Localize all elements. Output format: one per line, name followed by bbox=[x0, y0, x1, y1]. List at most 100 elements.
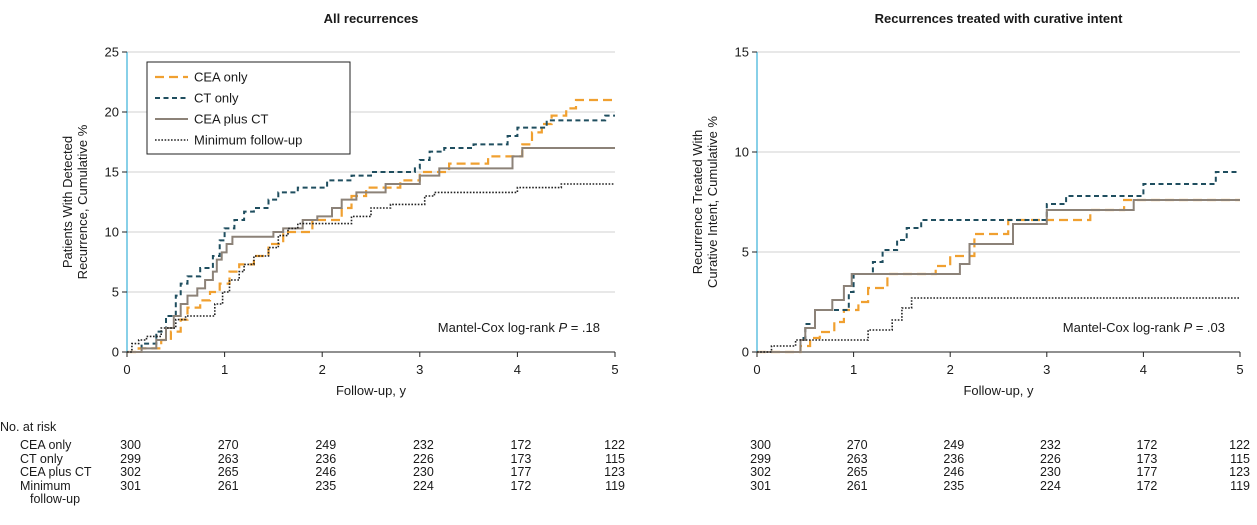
at-risk-value: 302 bbox=[750, 465, 771, 479]
at-risk-value: 226 bbox=[412, 451, 434, 466]
at-risk-value: 172 bbox=[510, 438, 532, 452]
chart-title: Recurrences treated with curative intent bbox=[875, 11, 1123, 26]
y-tick-label: 15 bbox=[105, 165, 119, 180]
at-risk-value: 246 bbox=[943, 465, 965, 479]
series-line-cea-only bbox=[757, 198, 1240, 354]
at-risk-value: 177 bbox=[510, 465, 532, 479]
legend-label: CT only bbox=[194, 91, 239, 106]
x-tick-label: 4 bbox=[514, 362, 521, 377]
legend-label: CEA plus CT bbox=[194, 112, 268, 127]
chart-panel-2: Recurrences treated with curative intent… bbox=[690, 11, 1244, 398]
at-risk-value: 235 bbox=[315, 478, 337, 493]
at-risk-value: 172 bbox=[510, 478, 532, 493]
at-risk-value: 119 bbox=[1230, 478, 1250, 493]
at-risk-value: 299 bbox=[750, 451, 771, 466]
y-axis-label: Patients With Detected bbox=[60, 136, 75, 268]
p-value-annotation: Mantel-Cox log-rank P = .18 bbox=[438, 320, 600, 335]
at-risk-value: 232 bbox=[412, 438, 434, 452]
series-line-minimum-follow-up bbox=[127, 183, 615, 353]
chart-title: All recurrences bbox=[324, 11, 419, 26]
at-risk-value: 301 bbox=[120, 478, 141, 493]
series-line-cea-only bbox=[127, 98, 615, 354]
x-tick-label: 4 bbox=[1140, 362, 1147, 377]
at-risk-value: 172 bbox=[1136, 438, 1158, 452]
y-axis-label: Recurrence Treated With bbox=[690, 130, 705, 275]
at-risk-value: 115 bbox=[605, 451, 625, 466]
at-risk-title: No. at risk bbox=[0, 420, 57, 434]
at-risk-value: 270 bbox=[846, 438, 868, 452]
at-risk-value: 265 bbox=[846, 465, 868, 479]
series-line-cea-plus-ct bbox=[757, 199, 1240, 353]
y-tick-label: 5 bbox=[742, 245, 749, 260]
at-risk-value: 261 bbox=[846, 478, 868, 493]
at-risk-value: 122 bbox=[1229, 438, 1250, 452]
at-risk-value: 263 bbox=[217, 451, 239, 466]
at-risk-value: 302 bbox=[120, 465, 141, 479]
x-tick-label: 1 bbox=[221, 362, 228, 377]
series-line-ct-only bbox=[757, 171, 1240, 353]
at-risk-value: 301 bbox=[750, 478, 771, 493]
x-tick-label: 5 bbox=[1236, 362, 1243, 377]
at-risk-value: 173 bbox=[510, 451, 532, 466]
y-tick-label: 20 bbox=[105, 105, 119, 120]
at-risk-value: 177 bbox=[1136, 465, 1158, 479]
y-tick-label: 0 bbox=[112, 345, 119, 360]
y-tick-label: 10 bbox=[735, 145, 749, 160]
chart-panel-1: All recurrences 0 5 10 15 20 25 0 1 2 3 4 5 Follow-up… bbox=[60, 11, 619, 398]
x-tick-label: 1 bbox=[850, 362, 857, 377]
x-tick-label: 2 bbox=[319, 362, 326, 377]
x-tick-label: 3 bbox=[416, 362, 423, 377]
at-risk-value: 249 bbox=[315, 438, 337, 452]
legend-box bbox=[146, 61, 351, 155]
x-tick-label: 0 bbox=[123, 362, 130, 377]
at-risk-value: 261 bbox=[217, 478, 239, 493]
legend: CEA only CT only CEA plus CT Minimum follow… bbox=[146, 61, 351, 155]
at-risk-value: 232 bbox=[1039, 438, 1061, 452]
legend-label: Minimum follow-up bbox=[194, 133, 302, 148]
at-risk-row-label: Minimum bbox=[20, 478, 71, 493]
y-tick-label: 5 bbox=[112, 285, 119, 300]
at-risk-value: 119 bbox=[605, 478, 625, 493]
x-tick-label: 0 bbox=[753, 362, 760, 377]
at-risk-row-label: CT only bbox=[20, 451, 63, 466]
at-risk-value: 224 bbox=[1039, 478, 1061, 493]
at-risk-value: 246 bbox=[315, 465, 337, 479]
at-risk-value: 249 bbox=[943, 438, 965, 452]
at-risk-value: 235 bbox=[943, 478, 965, 493]
at-risk-value: 300 bbox=[120, 438, 141, 452]
at-risk-value: 263 bbox=[846, 451, 868, 466]
at-risk-value: 173 bbox=[1136, 451, 1158, 466]
x-tick-label: 3 bbox=[1043, 362, 1050, 377]
at-risk-row-label: CEA only bbox=[20, 438, 72, 452]
at-risk-value: 122 bbox=[604, 438, 625, 452]
series-line-cea-plus-ct bbox=[127, 147, 615, 353]
y-tick-label: 25 bbox=[105, 45, 119, 60]
at-risk-value: 300 bbox=[750, 438, 771, 452]
series-line-minimum-follow-up bbox=[757, 297, 1240, 353]
at-risk-value: 236 bbox=[315, 451, 337, 466]
x-tick-label: 2 bbox=[947, 362, 954, 377]
at-risk-value: 226 bbox=[1039, 451, 1061, 466]
at-risk-value: 265 bbox=[217, 465, 239, 479]
at-risk-value: 123 bbox=[1229, 465, 1250, 479]
y-axis-label: Curative Intent, Cumulative % bbox=[705, 116, 720, 288]
series-line-ct-only bbox=[127, 114, 615, 353]
y-tick-label: 15 bbox=[735, 45, 749, 60]
x-tick-label: 5 bbox=[611, 362, 618, 377]
p-value-annotation: Mantel-Cox log-rank P = .03 bbox=[1063, 320, 1225, 335]
at-risk-value: 224 bbox=[412, 478, 434, 493]
x-axis-label: Follow-up, y bbox=[336, 383, 407, 398]
y-tick-label: 0 bbox=[742, 345, 749, 360]
y-tick-label: 10 bbox=[105, 225, 119, 240]
at-risk-value: 123 bbox=[604, 465, 625, 479]
x-axis-label: Follow-up, y bbox=[963, 383, 1034, 398]
legend-label: CEA only bbox=[194, 70, 248, 85]
y-axis-label: Recurrence, Cumulative % bbox=[75, 124, 90, 279]
at-risk-value: 236 bbox=[943, 451, 965, 466]
at-risk-value: 270 bbox=[217, 438, 239, 452]
at-risk-row-label: follow-up bbox=[30, 492, 81, 506]
at-risk-value: 172 bbox=[1136, 478, 1158, 493]
at-risk-value: 115 bbox=[1230, 451, 1250, 466]
at-risk-row-label: CEA plus CT bbox=[20, 465, 92, 479]
